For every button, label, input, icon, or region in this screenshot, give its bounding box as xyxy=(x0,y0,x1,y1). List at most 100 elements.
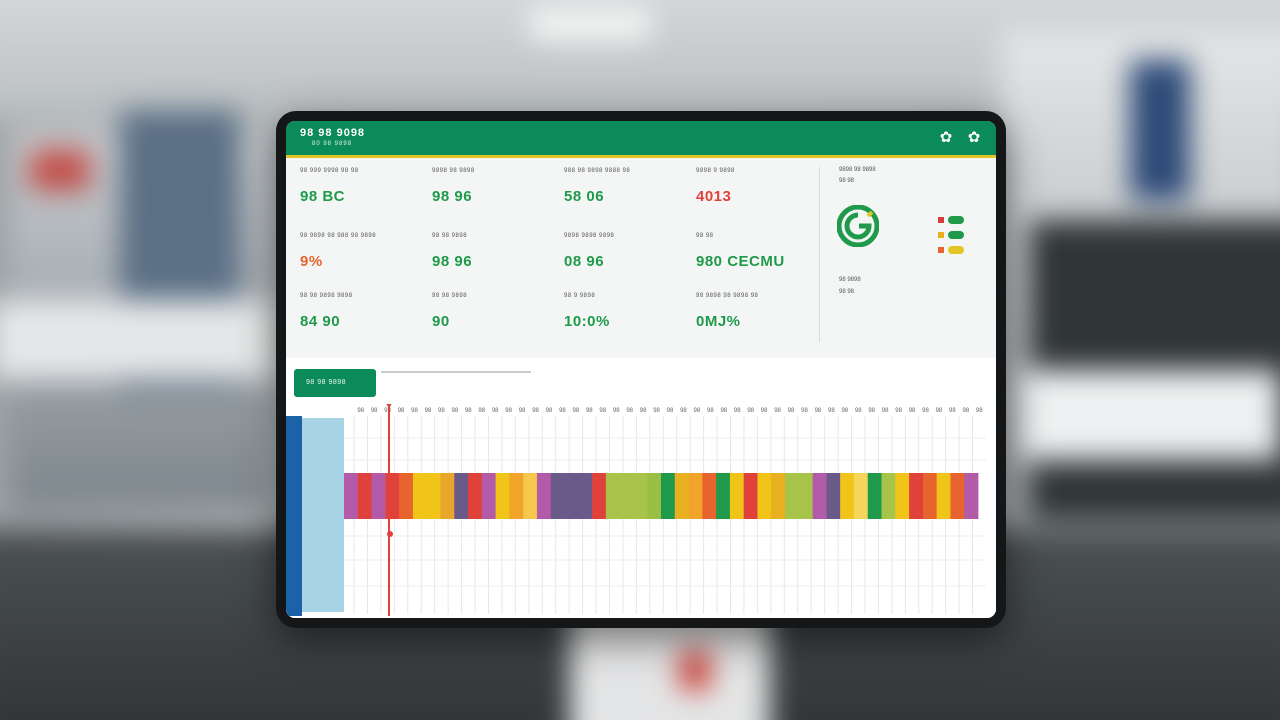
tick-label: 98 xyxy=(546,408,553,414)
production-segment xyxy=(909,473,924,519)
marker-dot xyxy=(387,531,393,537)
production-segment xyxy=(812,473,827,519)
tick-label: 98 xyxy=(962,408,969,414)
production-segment xyxy=(867,473,882,519)
metric-card: 98 98 9898 9898 84 90 xyxy=(300,293,430,330)
production-segment xyxy=(509,473,524,519)
production-segment xyxy=(399,473,414,519)
tick-label: 98 xyxy=(680,408,687,414)
production-segment xyxy=(647,473,662,519)
panel-divider xyxy=(819,167,820,342)
metric-value: 84 90 xyxy=(300,313,341,330)
metric-value: 90 xyxy=(432,313,450,330)
tick-label: 98 xyxy=(492,408,499,414)
production-segment xyxy=(440,473,455,519)
production-segment xyxy=(564,473,579,519)
tick-label: 98 xyxy=(398,408,405,414)
tick-label: 98 xyxy=(922,408,929,414)
settings-icon[interactable]: ✿ xyxy=(939,129,953,146)
app-title: 98 98 9098 xyxy=(300,127,366,139)
tick-label: 98 xyxy=(788,408,795,414)
production-segment xyxy=(826,473,841,519)
tick-label: 98 xyxy=(384,408,391,414)
lane-marker xyxy=(286,416,302,616)
metric-card: 98 9 9898 10:0% xyxy=(564,293,694,330)
production-segment xyxy=(633,473,648,519)
production-segment xyxy=(881,473,896,519)
metric-card: 98 98 980 CECMU xyxy=(696,233,826,270)
tick-label: 98 xyxy=(478,408,485,414)
production-segment xyxy=(840,473,855,519)
tick-label: 98 xyxy=(573,408,580,414)
tick-label: 98 xyxy=(841,408,848,414)
production-segment xyxy=(743,473,758,519)
tick-label: 98 xyxy=(949,408,956,414)
tick-label: 98 xyxy=(936,408,943,414)
metric-value: 98 96 xyxy=(432,188,473,205)
tick-label: 98 xyxy=(613,408,620,414)
production-segment xyxy=(426,473,441,519)
production-segment xyxy=(481,473,497,519)
tick-label: 98 xyxy=(828,408,835,414)
production-segment xyxy=(936,473,951,519)
tick-label: 98 xyxy=(909,408,916,414)
tick-label: 98 xyxy=(357,408,364,414)
app-header: 98 98 9098 80 98 9898 ✿ ✿ xyxy=(286,121,996,158)
tick-label: 98 xyxy=(586,408,593,414)
metric-label: 98 999 9998 98 98 xyxy=(300,168,359,174)
tick-label: 98 xyxy=(882,408,889,414)
metric-label: 98 98 9898 xyxy=(432,233,468,239)
production-segment xyxy=(495,473,510,519)
dashboard-screen: 98 98 9098 80 98 9898 ✿ ✿ 98 999 9998 98… xyxy=(286,121,996,618)
timeline-control-rule xyxy=(381,371,531,373)
tick-label: 98 xyxy=(411,408,418,414)
metric-label: 98 98 9898 9898 xyxy=(300,293,353,299)
tick-label: 98 xyxy=(815,408,822,414)
production-segment xyxy=(895,473,910,519)
settings-alt-icon[interactable]: ✿ xyxy=(967,129,981,146)
production-segment xyxy=(412,473,428,519)
production-segment xyxy=(785,473,800,519)
metric-value: 0MJ% xyxy=(696,313,741,330)
legend-swatch xyxy=(938,217,944,223)
legend-row xyxy=(938,246,978,255)
production-segment xyxy=(853,473,869,519)
legend-swatch xyxy=(938,247,944,253)
metric-value: 98 96 xyxy=(432,253,473,270)
metric-label: 9898 98 9898 xyxy=(432,168,475,174)
metric-card: 9898 9898 9898 08 96 xyxy=(564,233,694,270)
tick-label: 98 xyxy=(532,408,539,414)
tick-label: 98 xyxy=(976,408,983,414)
tick-label: 98 xyxy=(895,408,902,414)
tick-label: 98 xyxy=(559,408,566,414)
marker-head xyxy=(386,404,392,408)
metric-card: 98 9898 98 988 98 9898 9% xyxy=(300,233,430,270)
legend-pill xyxy=(948,231,964,239)
tick-label: 98 xyxy=(667,408,674,414)
tick-label: 98 xyxy=(694,408,701,414)
legend-pill xyxy=(948,246,964,254)
production-segment xyxy=(385,473,400,519)
metric-label: 9898 9 9898 xyxy=(696,168,735,174)
metric-value: 9% xyxy=(300,253,323,270)
metric-card: 988 98 9898 9888 98 58 06 xyxy=(564,168,694,205)
metric-value: 98 BC xyxy=(300,188,346,205)
side-panel-footer: 98 9898 xyxy=(839,277,861,283)
metric-value: 4013 xyxy=(696,188,732,205)
legend-row xyxy=(938,216,978,225)
production-segment xyxy=(688,473,703,519)
tick-label: 98 xyxy=(452,408,459,414)
production-timeline-chart[interactable]: 98 98 98 98 98 98 98 98 98 98 98 98 98 98 98 98 98 98 98 98… xyxy=(286,404,996,618)
side-panel-title: 9898 98 9898 xyxy=(839,167,876,173)
metric-label: 988 98 9898 9888 98 xyxy=(564,168,631,174)
production-segment xyxy=(523,473,538,519)
production-segment xyxy=(716,473,731,519)
timeline-control-button[interactable]: 98 98 9898 xyxy=(294,369,376,397)
tick-label: 98 xyxy=(465,408,472,414)
tick-label: 98 xyxy=(519,408,526,414)
metric-label: 98 9 9898 xyxy=(564,293,596,299)
production-segment xyxy=(605,473,621,519)
tick-label: 98 xyxy=(438,408,445,414)
production-segment xyxy=(578,473,593,519)
tick-label: 98 xyxy=(720,408,727,414)
